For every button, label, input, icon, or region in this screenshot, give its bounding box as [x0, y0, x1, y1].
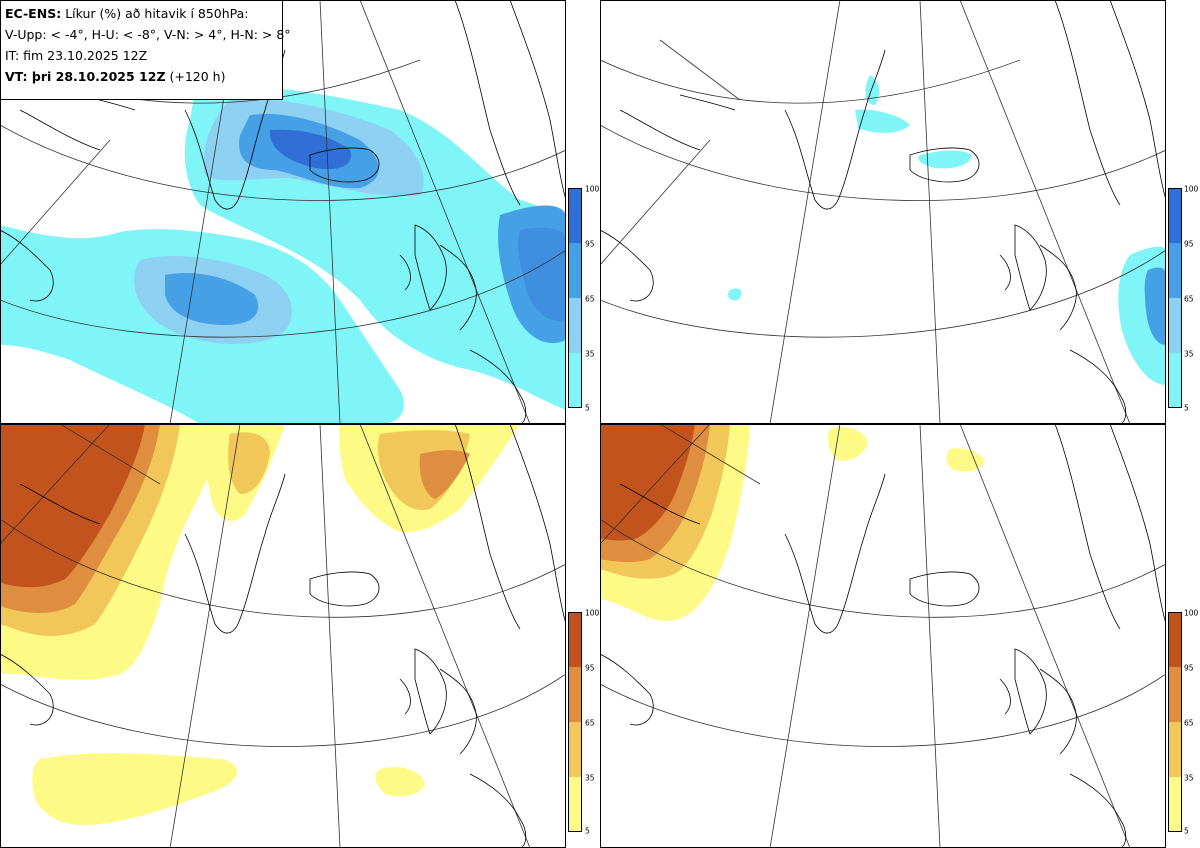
map-panel-warm-4	[0, 424, 566, 848]
map-panel-warm-8	[600, 424, 1166, 848]
colorbar-seg-35-65	[1168, 298, 1182, 353]
tick-label: 5	[585, 826, 590, 836]
tick-label: 95	[585, 239, 595, 249]
tick-label: 65	[585, 718, 595, 728]
colorbar-seg-35-65	[1168, 722, 1182, 777]
colorbar-warm-left	[568, 612, 582, 832]
coastlines	[0, 424, 566, 848]
colorbar-cold-right	[1168, 188, 1182, 408]
graticule	[600, 424, 1166, 848]
tick-label: 100	[1184, 608, 1199, 618]
graticule	[600, 0, 1166, 424]
colorbar-seg-65-95	[568, 243, 582, 298]
tick-label: 95	[585, 663, 595, 673]
map-panel-cold-8	[600, 0, 1166, 424]
tick-label: 65	[1184, 294, 1194, 304]
valid-time: VT: þri 28.10.2025 12Z	[5, 69, 166, 84]
colorbar-seg-5-35	[568, 353, 582, 408]
probability-shading-cold	[0, 86, 566, 424]
colorbar-seg-35-65	[568, 298, 582, 353]
title-text: Líkur (%) að hitavik í 850hPa:	[65, 6, 249, 21]
coastlines	[600, 424, 1166, 848]
probability-shading-warm	[0, 424, 520, 826]
info-box: EC-ENS: Líkur (%) að hitavik í 850hPa: V…	[0, 0, 291, 100]
tick-label: 35	[1184, 349, 1194, 359]
tick-label: 5	[1184, 826, 1189, 836]
lead-time: (+120 h)	[169, 69, 226, 84]
map-warm-8	[600, 424, 1166, 848]
colorbar-seg-65-95	[568, 667, 582, 722]
map-panel-cold-4: EC-ENS: Líkur (%) að hitavik í 850hPa: V…	[0, 0, 566, 424]
colorbar-seg-95-100	[568, 188, 582, 243]
tick-label: 35	[585, 349, 595, 359]
tick-label: 5	[585, 403, 590, 413]
tick-label: 35	[1184, 773, 1194, 783]
tick-label: 5	[1184, 403, 1189, 413]
tick-label: 100	[1184, 184, 1199, 194]
tick-label: 35	[585, 773, 595, 783]
colorbar-seg-95-100	[1168, 612, 1182, 667]
colorbar-seg-95-100	[1168, 188, 1182, 243]
probability-shading-cold	[727, 75, 1166, 385]
colorbar-warm-right	[1168, 612, 1182, 832]
colorbar-seg-5-35	[568, 777, 582, 832]
colorbar-seg-5-35	[1168, 353, 1182, 408]
tick-label: 100	[585, 184, 600, 194]
tick-label: 65	[1184, 718, 1194, 728]
colorbar-seg-65-95	[1168, 243, 1182, 298]
tick-label: 65	[585, 294, 595, 304]
init-time: IT: fim 23.10.2025 12Z	[5, 48, 148, 63]
model-label: EC-ENS:	[5, 6, 62, 21]
coastlines	[600, 0, 1166, 424]
colorbar-seg-5-35	[1168, 777, 1182, 832]
colorbar-seg-65-95	[1168, 667, 1182, 722]
legend-line: V-Upp: < -4°, H-U: < -8°, V-N: > 4°, H-N…	[5, 27, 291, 42]
colorbar-cold-left	[568, 188, 582, 408]
map-cold-4	[0, 0, 566, 424]
probability-shading-warm	[600, 424, 985, 621]
colorbar-seg-35-65	[568, 722, 582, 777]
map-warm-4	[0, 424, 566, 848]
map-cold-8	[600, 0, 1166, 424]
tick-label: 100	[585, 608, 600, 618]
tick-label: 95	[1184, 239, 1194, 249]
graticule	[0, 424, 566, 848]
colorbar-seg-95-100	[568, 612, 582, 667]
tick-label: 95	[1184, 663, 1194, 673]
